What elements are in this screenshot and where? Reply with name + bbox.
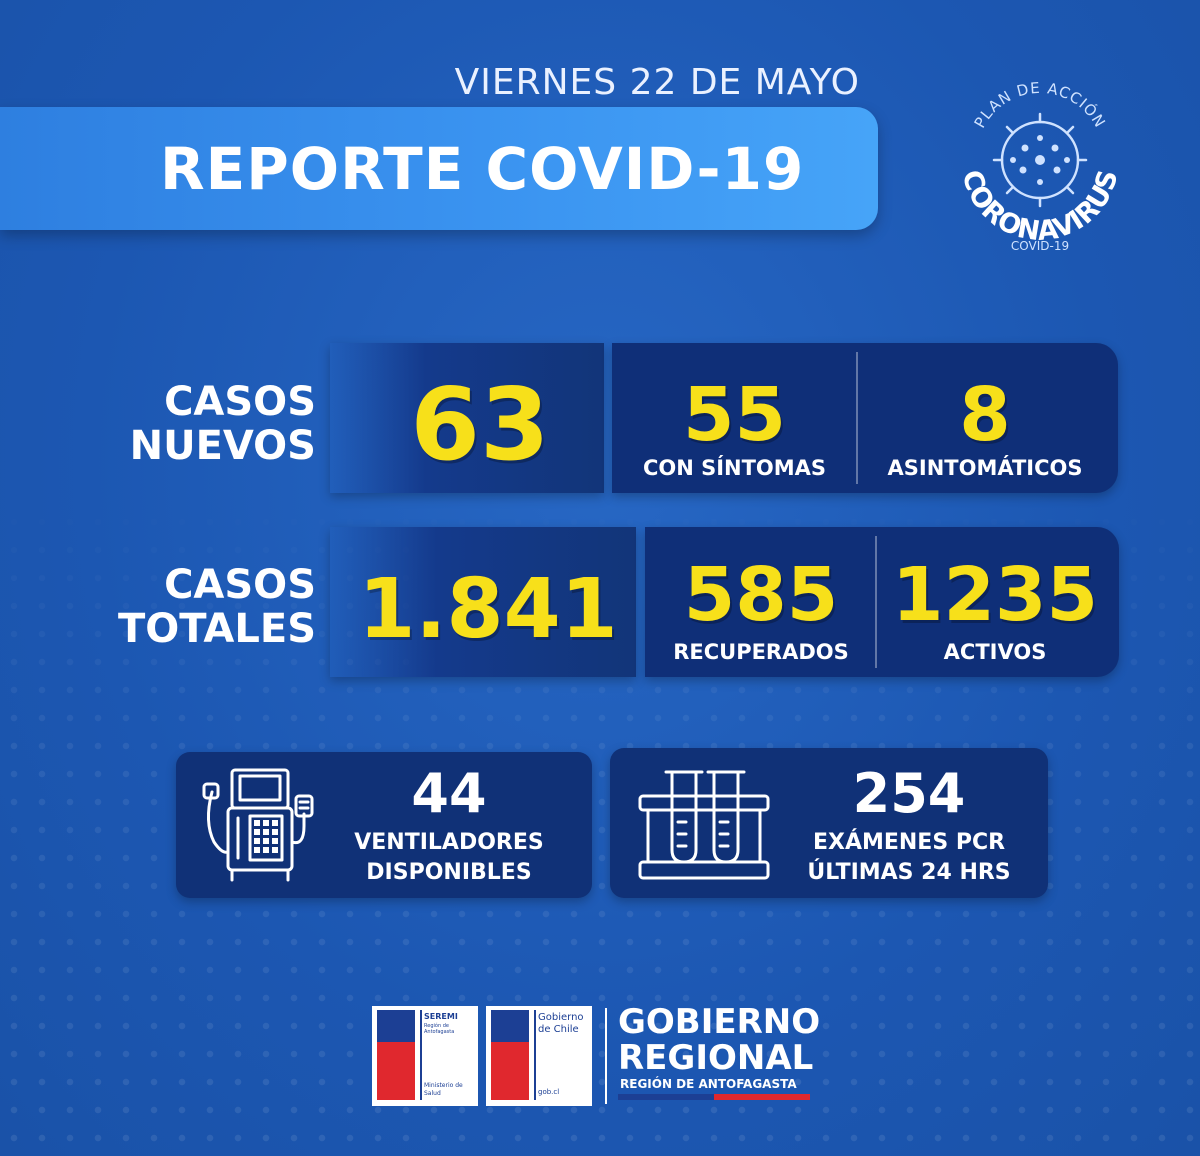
gob-cl-text: gob.cl: [538, 1088, 560, 1096]
gore-line1: GOBIERNO: [618, 1002, 821, 1042]
chile-shield-icon: [491, 1010, 529, 1042]
casos-totales-label: CASOS TOTALES: [60, 563, 316, 651]
casos-nuevos-label-line2: NUEVOS: [129, 423, 316, 469]
svg-text:PLAN DE ACCIÓN: PLAN DE ACCIÓN: [971, 79, 1110, 131]
gore-stripe-blue: [618, 1094, 714, 1100]
ventiladores-value: 44: [411, 762, 487, 825]
activos-label: ACTIVOS: [943, 640, 1047, 664]
ventiladores-label-line1: VENTILADORES: [354, 830, 544, 855]
coronavirus-badge: PLAN DE ACCIÓN CORONAVIRUS COVID-19: [945, 78, 1135, 258]
ventiladores-label: VENTILADORES DISPONIBLES: [330, 828, 568, 888]
title-band: [0, 107, 878, 230]
badge-top-text: PLAN DE ACCIÓN: [971, 79, 1109, 131]
gob-chile-line1: Gobierno: [538, 1012, 584, 1023]
logo-divider: [420, 1010, 422, 1100]
casos-totales-label-line1: CASOS: [164, 562, 316, 608]
recuperados-label: RECUPERADOS: [673, 640, 849, 664]
coronavirus-icon: PLAN DE ACCIÓN CORONAVIRUS COVID-19: [956, 79, 1125, 253]
report-date: VIERNES 22 DE MAYO: [454, 62, 860, 103]
examenes-label-line2: ÚLTIMAS 24 HRS: [807, 860, 1011, 885]
casos-totales-total-panel: [330, 527, 636, 677]
ventilator-icon: [192, 762, 324, 888]
test-tubes-icon: [632, 762, 776, 890]
asintomaticos-label: ASINTOMÁTICOS: [887, 456, 1083, 480]
asintomaticos-value: 8: [959, 372, 1011, 458]
footer-divider: [605, 1008, 607, 1104]
casos-nuevos-total: 63: [410, 366, 550, 483]
logo-red-bar: [377, 1046, 415, 1100]
logo-divider: [534, 1010, 536, 1100]
gob-chile-line2: de Chile: [538, 1024, 579, 1035]
page-title: REPORTE COVID-19: [160, 135, 805, 203]
casos-nuevos-label: CASOS NUEVOS: [60, 380, 316, 468]
gore-line2: REGIONAL: [618, 1038, 814, 1078]
casos-nuevos-total-panel: [330, 343, 604, 493]
examenes-label-line1: EXÁMENES PCR: [812, 830, 1006, 855]
seremi-logo: SEREMI Región de Antofagasta Ministerio …: [372, 1006, 478, 1106]
casos-totales-total: 1.841: [358, 562, 618, 657]
badge-bottom-text: COVID-19: [1011, 239, 1069, 253]
shield-stripe: [491, 1042, 529, 1046]
divider: [875, 536, 877, 668]
gore-stripe-red: [714, 1094, 810, 1100]
casos-nuevos-detail-panel: [612, 343, 1118, 493]
seremi-line2: Región de Antofagasta: [424, 1023, 455, 1035]
divider: [856, 352, 858, 484]
activos-value: 1235: [892, 552, 1098, 638]
seremi-line1: SEREMI: [424, 1012, 458, 1021]
examenes-label: EXÁMENES PCR ÚLTIMAS 24 HRS: [780, 828, 1038, 888]
casos-totales-detail-panel: [645, 527, 1119, 677]
con-sintomas-label: CON SÍNTOMAS: [642, 456, 827, 480]
chile-shield-icon: [377, 1010, 415, 1042]
recuperados-value: 585: [683, 552, 839, 638]
logo-red-bar: [491, 1046, 529, 1100]
gobierno-chile-logo: Gobierno de Chile gob.cl: [486, 1006, 592, 1106]
con-sintomas-value: 55: [683, 372, 786, 458]
seremi-bottom1: Ministerio de: [424, 1082, 463, 1089]
casos-totales-label-line2: TOTALES: [117, 606, 316, 652]
casos-nuevos-label-line1: CASOS: [164, 379, 316, 425]
examenes-value: 254: [852, 762, 966, 825]
gore-line3: REGIÓN DE ANTOFAGASTA: [620, 1077, 797, 1091]
ventiladores-label-line2: DISPONIBLES: [366, 860, 532, 885]
shield-stripe: [377, 1042, 415, 1046]
seremi-bottom2: Salud: [424, 1090, 441, 1097]
